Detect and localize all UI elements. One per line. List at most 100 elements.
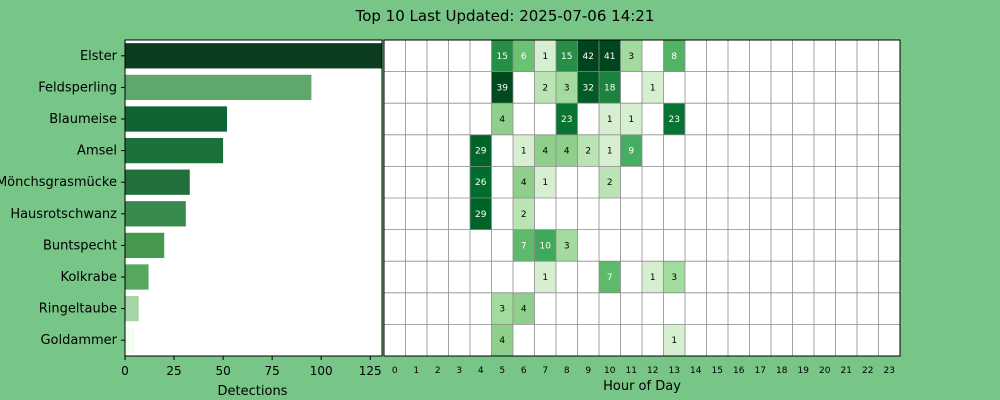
- bar-chart-panel: Elster Feldsperling Blaumeise Amsel Mönchsgr…: [0, 39, 383, 399]
- heatmap-cell: [556, 40, 578, 72]
- species-label: Kolkrabe: [60, 270, 117, 285]
- heatmap-cell-value: 2: [542, 83, 548, 93]
- heatmap-cell-value: 32: [583, 83, 594, 93]
- species-label: Hausrotschwanz: [10, 207, 117, 222]
- species-label: Feldsperling: [38, 80, 117, 95]
- species-label: Ringeltaube: [39, 302, 117, 317]
- bar-6: [125, 232, 165, 259]
- x-tick-label: 0: [121, 364, 129, 378]
- heatmap-cell-value: 15: [561, 52, 572, 62]
- heatmap-cell-value: 1: [628, 115, 634, 125]
- heatmap-cell: [513, 40, 535, 72]
- hour-label: 2: [435, 366, 441, 376]
- heatmap-cell-value: 4: [499, 115, 505, 125]
- heatmap-cell: [620, 134, 642, 167]
- heatmap-cell-value: 3: [628, 52, 634, 62]
- heatmap-cell: [556, 134, 578, 167]
- heatmap-cell: [577, 40, 599, 72]
- heatmap-cell-value: 4: [542, 147, 548, 157]
- heatmap-cell-value: 9: [628, 147, 634, 157]
- heatmap-cell: [556, 71, 578, 104]
- heatmap-cell: [620, 40, 642, 72]
- heatmap-cell: [663, 261, 685, 293]
- heatmap-cell: [556, 103, 578, 135]
- heatmap-cell-value: 3: [499, 305, 505, 315]
- hour-label: 13: [669, 366, 680, 376]
- heatmap-cell: [599, 134, 621, 167]
- bar-3: [125, 137, 224, 164]
- heatmap-cell: [470, 198, 492, 230]
- heatmap-cell: [577, 134, 599, 167]
- heatmap-cell-value: 1: [542, 178, 548, 188]
- hour-label: 12: [647, 366, 658, 376]
- hour-label: 5: [499, 366, 505, 376]
- hour-label: 3: [456, 366, 462, 376]
- heatmap-cell-value: 4: [499, 336, 505, 346]
- bar-8: [125, 295, 139, 322]
- bar-2: [125, 106, 228, 132]
- bar-1: [125, 74, 312, 101]
- heatmap-cell: [534, 261, 556, 293]
- heatmap-cell-value: 1: [650, 83, 656, 93]
- chart-title: Top 10 Last Updated: 2025-07-06 14:21: [355, 7, 655, 25]
- heatmap-cell: [599, 40, 621, 72]
- species-label: Elster: [80, 49, 118, 64]
- heatmap-cell-value: 6: [521, 52, 527, 62]
- species-label: Mönchsgrasmücke: [0, 175, 117, 190]
- heatmap-cell-value: 1: [542, 52, 548, 62]
- hour-label: 1: [413, 366, 419, 376]
- heatmap-cell: [663, 40, 685, 72]
- heatmap-cell: [534, 229, 556, 262]
- heatmap-x-axis-title: Hour of Day: [603, 379, 681, 394]
- heatmap-cell: [513, 292, 535, 325]
- heatmap-cell-value: 7: [521, 241, 527, 251]
- hour-label: 22: [862, 366, 873, 376]
- hour-label: 16: [733, 366, 745, 376]
- heatmap-cell-value: 4: [521, 305, 527, 315]
- heatmap-cell: [663, 324, 685, 356]
- heatmap-cell-value: 2: [521, 210, 527, 220]
- bar-plot-frame: [124, 39, 383, 357]
- heatmap-cell-value: 23: [669, 115, 680, 125]
- heatmap-cell-value: 1: [542, 273, 548, 283]
- heatmap-cell: [663, 103, 685, 135]
- heatmap-cell-value: 29: [475, 210, 487, 220]
- x-axis-title: Detections: [218, 384, 288, 399]
- hour-label: 21: [841, 366, 852, 376]
- heatmap-cell: [470, 166, 492, 198]
- heatmap-cell: [599, 103, 621, 135]
- heatmap-cell: [491, 71, 513, 104]
- species-label: Amsel: [77, 144, 117, 159]
- heatmap-cell: [491, 103, 513, 135]
- heatmap-cell-value: 41: [604, 52, 615, 62]
- heatmap-cell: [577, 71, 599, 104]
- x-tick-label: 100: [310, 364, 333, 378]
- heatmap-cell-value: 2: [585, 147, 591, 157]
- bar-0: [125, 43, 382, 69]
- species-label: Goldammer: [40, 333, 117, 348]
- hour-label: 4: [478, 366, 484, 376]
- heatmap-cell: [491, 324, 513, 356]
- hour-label: 6: [521, 366, 527, 376]
- heatmap-cell-value: 3: [564, 83, 570, 93]
- heatmap-cell-value: 1: [650, 273, 656, 283]
- hour-label: 23: [884, 366, 895, 376]
- species-label: Buntspecht: [43, 238, 117, 253]
- heatmap-cell-value: 1: [607, 147, 613, 157]
- heatmap-cell: [620, 103, 642, 135]
- heatmap-frame: [383, 39, 901, 357]
- hour-label-current: 14: [690, 366, 702, 376]
- heatmap-cell-value: 39: [497, 83, 509, 93]
- hour-label: 19: [798, 366, 810, 376]
- heatmap-cell: [513, 229, 535, 262]
- x-tick-label: 125: [359, 364, 382, 378]
- heatmap-cell-value: 1: [521, 147, 527, 157]
- hour-label: 8: [564, 366, 570, 376]
- heatmap-cell: [513, 198, 535, 230]
- heatmap-cell: [513, 134, 535, 167]
- heatmap-cell: [599, 71, 621, 104]
- heatmap-cell: [642, 261, 664, 293]
- hour-label: 17: [755, 366, 766, 376]
